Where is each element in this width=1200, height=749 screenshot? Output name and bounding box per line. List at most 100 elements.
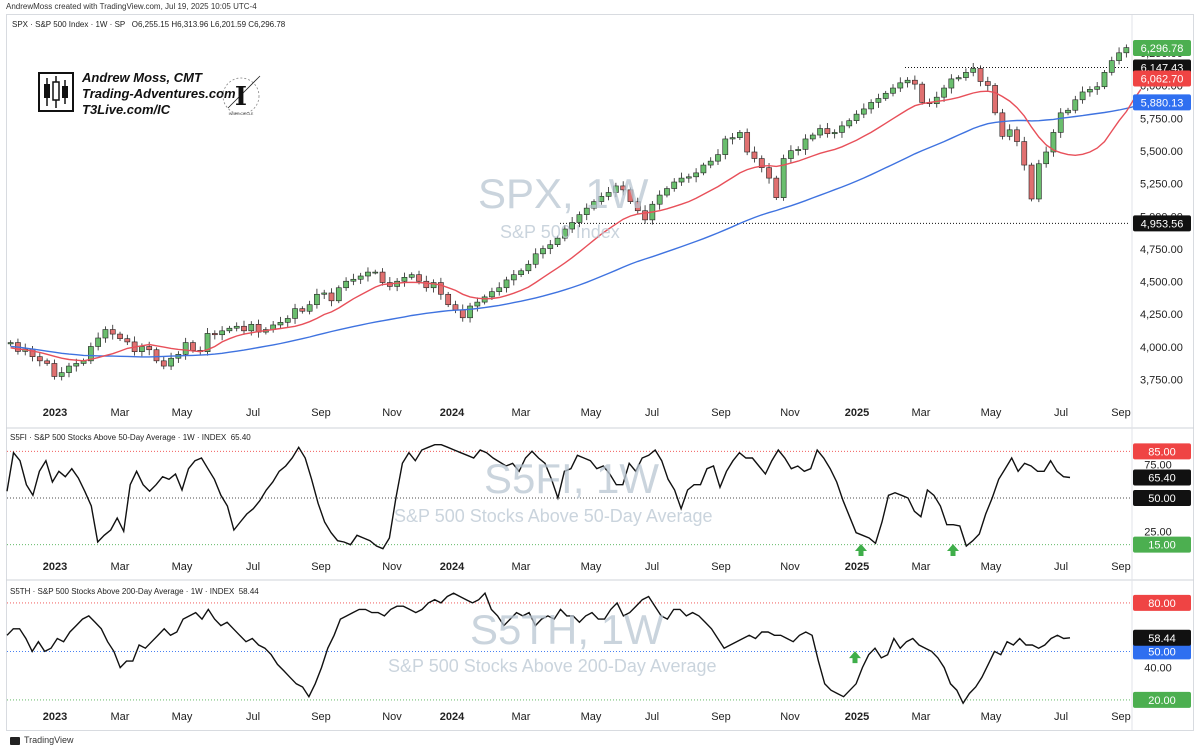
s5fi-ref-label-box [1133,536,1191,553]
s5fi-legend: S5FI · S&P 500 Stocks Above 50-Day Avera… [10,433,251,442]
s5th-x-tick-label: Jul [1054,711,1068,723]
candle-body [241,325,247,332]
candle-body [343,280,349,289]
ohlc-close: 6,296.78 [254,20,286,29]
candle-body [44,360,50,364]
candle-body [605,192,612,197]
price-x-tick-label: Mar [512,407,531,419]
candle-body [1079,91,1086,101]
chart-frame[interactable] [6,14,1194,731]
candle-body [562,228,568,239]
s5fi-value-label-box [1133,469,1191,486]
candle-body [95,337,102,347]
s5fi-x-tick-label: 2024 [440,561,465,573]
branding-site[interactable]: Trading-Adventures.com [82,86,236,101]
candle-body [671,181,678,189]
s5th-watermark: S5TH, 1W [470,606,664,653]
candle-body [445,293,452,306]
s5th-x-tick-label: Mar [912,711,931,723]
candle-body [109,329,116,335]
candle-body [831,132,838,135]
candle-body [634,201,641,212]
candle-body [627,189,634,202]
candle-body [897,82,904,89]
candle-body [496,287,503,292]
s5th-ref-label-value: 80.00 [1148,598,1176,610]
candle-body [124,338,131,343]
candle-body [569,222,575,230]
s5fi-x-tick-label: Sep [311,561,331,573]
s5fi-ref-label-box [1133,490,1191,506]
s5th-x-tick-label: 2023 [43,711,67,723]
candle-body [758,158,765,168]
candle-body [999,112,1006,137]
candle-body [656,194,663,205]
candle-body [525,263,532,272]
candle-body [153,349,160,362]
price-x-tick-label: Mar [111,407,130,419]
s5fi-x-tick-label: 2023 [43,561,67,573]
candle-body [583,207,590,215]
sma-long-line [10,104,1142,358]
candle-body [1050,132,1057,153]
candle-body [933,96,940,105]
candle-body [1006,129,1013,137]
sma-short-line [10,88,1142,362]
candle-body [984,81,991,86]
s5th-ref-label-box [1133,643,1191,660]
candle-body [503,279,510,289]
inner-circle-emblem-icon: I INNER CIRCLE [220,72,266,118]
candle-body [139,346,145,353]
candle-body [547,244,554,249]
s5th-x-tick-label: Sep [711,711,731,723]
price-y-tick-label: 4,000.00 [1140,342,1183,354]
s5th-watermark-sub: S&P 500 Stocks Above 200-Day Average [388,656,717,676]
candle-body [1014,129,1020,142]
price-x-tick-label: May [981,407,1002,419]
candle-body [277,322,284,326]
candle-body [802,138,809,150]
candle-body [729,137,736,140]
candle-body [1108,60,1115,73]
branding-link[interactable]: T3Live.com/IC [82,102,171,117]
s5fi-arrow-icon [947,544,959,556]
candle-body [328,292,335,302]
candle-body [620,185,627,191]
s5th-arrow-icon [849,651,861,664]
price-y-tick-label: 4,250.00 [1140,309,1183,321]
s5fi-y-tick-label: 25.00 [1144,526,1172,538]
candle-body [1043,151,1049,165]
s5th-x-tick-label: May [581,711,602,723]
candle-body [306,304,313,312]
candle-body [788,150,794,159]
price-x-tick-label: Nov [382,407,402,419]
s5fi-line [6,444,1071,550]
candle-body [882,92,889,99]
candle-body [868,102,874,110]
candle-body [919,83,926,103]
candle-body [715,154,721,162]
price-x-tick-label: 2023 [43,407,67,419]
candle-body [664,188,670,196]
s5fi-ref-label-box [1133,443,1191,460]
s5th-x-tick-label: Jul [645,711,659,723]
candle-body [248,323,255,332]
candle-body [1065,109,1071,114]
candle-body [73,363,80,367]
candle-body [576,214,583,223]
candle-body [117,333,123,339]
s5th-line [6,591,1071,705]
candle-body [36,356,43,362]
price-label-value: 6,062.70 [1141,74,1184,86]
s5fi-x-tick-label: May [981,561,1002,573]
price-watermark: SPX, 1W [478,170,649,217]
ohlc-low: 6,201.59 [214,20,247,29]
svg-text:I: I [235,82,247,112]
candle-body [846,120,853,127]
candle-body [693,172,699,178]
candle-body [416,274,422,282]
price-y-tick-label: 3,750.00 [1140,374,1183,386]
s5th-x-tick-label: Nov [382,711,402,723]
candle-body [233,325,240,329]
